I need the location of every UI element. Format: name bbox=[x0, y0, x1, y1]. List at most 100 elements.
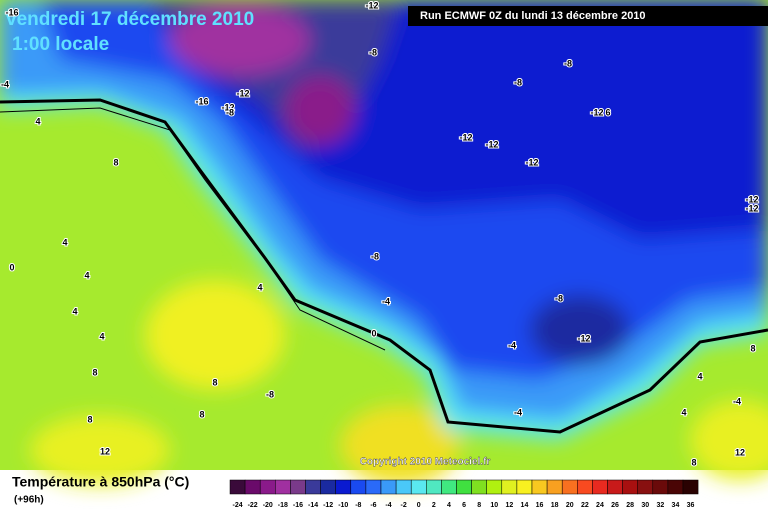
legend-swatch bbox=[456, 479, 472, 495]
legend-swatch bbox=[275, 479, 291, 495]
legend-label: 36 bbox=[687, 502, 695, 509]
legend-swatch bbox=[667, 479, 684, 495]
contour-label: 8 bbox=[199, 409, 204, 419]
map-time: 1:00 locale bbox=[12, 34, 109, 55]
temperature-field bbox=[0, 0, 768, 485]
contour-label: 8 bbox=[212, 377, 217, 387]
contour-label: -12 bbox=[590, 107, 603, 117]
legend-label: -12 bbox=[323, 502, 333, 509]
legend: Température à 850hPa (°C) (+96h) -24 -22-… bbox=[12, 474, 699, 509]
contour-label: 4 bbox=[99, 331, 104, 341]
contour-label: -12 bbox=[459, 132, 472, 142]
legend-label: -20 bbox=[263, 502, 273, 509]
contour-label: 8 bbox=[87, 414, 92, 424]
contour-label: 0 bbox=[371, 328, 376, 338]
legend-swatch bbox=[305, 479, 321, 495]
legend-label: -6 bbox=[370, 502, 376, 509]
contour-label: -4 bbox=[508, 340, 516, 350]
contour-label: -8 bbox=[371, 251, 379, 261]
contour-label: -8 bbox=[555, 293, 563, 303]
forecast-lead: (+96h) bbox=[14, 495, 44, 506]
legend-label: 20 bbox=[566, 502, 574, 509]
contour-label: -12 bbox=[745, 203, 758, 213]
contour-label: 4 bbox=[72, 306, 77, 316]
legend-label: 34 bbox=[672, 502, 680, 509]
run-info: Run ECMWF 0Z du lundi 13 décembre 2010 bbox=[420, 10, 646, 22]
contour-label: -12 bbox=[221, 102, 234, 112]
legend-swatch bbox=[592, 479, 608, 495]
legend-swatch bbox=[531, 479, 548, 495]
contour-label: -12 bbox=[365, 0, 378, 10]
legend-label: 32 bbox=[656, 502, 664, 509]
contour-label: -12 bbox=[745, 194, 758, 204]
contour-label: -4 bbox=[733, 396, 741, 406]
legend-label: 24 bbox=[596, 502, 604, 509]
legend-swatch bbox=[516, 479, 533, 495]
legend-swatch bbox=[350, 479, 367, 495]
contour-label: -8 bbox=[266, 389, 274, 399]
contour-label: 12 bbox=[735, 447, 745, 457]
legend-label: -4 bbox=[385, 502, 391, 509]
freezing-line bbox=[0, 98, 768, 434]
map: vendredi 17 décembre 2010 1:00 locale Ru… bbox=[0, 0, 768, 485]
coastline bbox=[0, 107, 386, 351]
contour-label: 4 bbox=[84, 270, 89, 280]
legend-swatch bbox=[320, 479, 336, 495]
copyright: Copyright 2010 Meteociel.fr bbox=[360, 457, 491, 468]
legend-swatch bbox=[501, 479, 518, 495]
legend-swatch bbox=[546, 479, 563, 495]
contour-label: -4 bbox=[1, 79, 9, 89]
contour-label: 4 bbox=[62, 237, 67, 247]
legend-label: 16 bbox=[536, 502, 544, 509]
contour-label: -8 bbox=[226, 107, 234, 117]
contour-label: 0 bbox=[9, 262, 14, 272]
legend-label: 10 bbox=[490, 502, 498, 509]
legend-swatch bbox=[244, 479, 261, 495]
legend-label: 28 bbox=[626, 502, 634, 509]
contour-label: 4 bbox=[681, 407, 686, 417]
legend-label: 2 bbox=[432, 502, 436, 509]
legend-label: 12 bbox=[505, 502, 513, 509]
legend-swatch bbox=[652, 479, 669, 495]
map-date: vendredi 17 décembre 2010 bbox=[6, 9, 254, 30]
legend-label: -10 bbox=[338, 502, 348, 509]
contour-label: -4 bbox=[382, 296, 390, 306]
legend-swatch bbox=[335, 479, 352, 495]
legend-label: -8 bbox=[355, 502, 361, 509]
contour-label: -8 bbox=[564, 58, 572, 68]
contour-label: -4 bbox=[514, 407, 522, 417]
legend-label: -2 bbox=[401, 502, 407, 509]
legend-label: -16 bbox=[293, 502, 303, 509]
contour-label: -8 bbox=[369, 47, 377, 57]
legend-label: 6 bbox=[462, 502, 466, 509]
legend-swatch bbox=[682, 479, 699, 495]
legend-swatch bbox=[380, 479, 397, 495]
legend-swatch bbox=[259, 479, 276, 495]
legend-swatch bbox=[577, 479, 593, 495]
contour-label: 8 bbox=[92, 367, 97, 377]
legend-label: 14 bbox=[521, 502, 529, 509]
contour-label: 8 bbox=[113, 157, 118, 167]
legend-label: 30 bbox=[641, 502, 649, 509]
legend-swatch bbox=[410, 479, 427, 495]
legend-label: 22 bbox=[581, 502, 589, 509]
contour-label: -12 bbox=[236, 88, 249, 98]
contour-label: 12 bbox=[100, 446, 110, 456]
contour-label: 8 bbox=[750, 343, 755, 353]
contour-label: -12 bbox=[525, 157, 538, 167]
legend-label: 26 bbox=[611, 502, 619, 509]
legend-swatch bbox=[229, 479, 246, 495]
legend-swatch bbox=[426, 479, 442, 495]
legend-swatch bbox=[471, 479, 487, 495]
legend-label: 8 bbox=[477, 502, 481, 509]
legend-label: 4 bbox=[447, 502, 451, 509]
legend-swatch bbox=[561, 479, 578, 495]
contour-label: -16 bbox=[5, 7, 18, 17]
contour-label: -16 bbox=[195, 96, 208, 106]
legend-swatch bbox=[290, 479, 306, 495]
contour-label: 4 bbox=[697, 371, 702, 381]
contour-labels: -16-4-12-8-8-8-16-12-12-84-12 6-12-12-128… bbox=[0, 0, 760, 468]
run-box bbox=[408, 6, 768, 26]
contour-label: -8 bbox=[514, 77, 522, 87]
